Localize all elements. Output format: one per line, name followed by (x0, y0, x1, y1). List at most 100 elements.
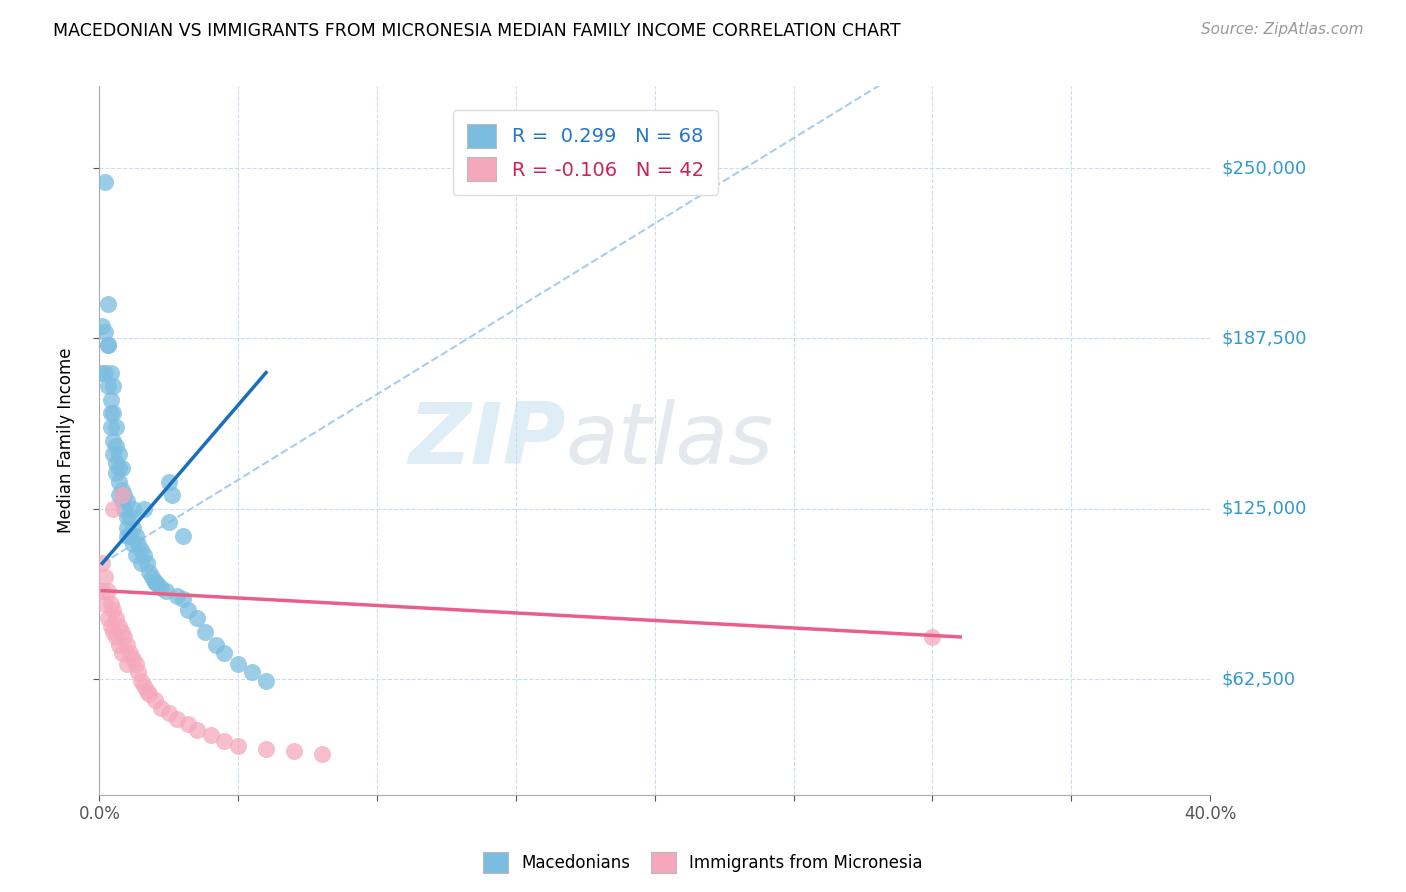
Point (105, 467, 128, 481)
Text: MACEDONIAN VS IMMIGRANTS FROM MICRONESIA MEDIAN FAMILY INCOME CORRELATION CHART: MACEDONIAN VS IMMIGRANTS FROM MICRONESIA… (53, 22, 901, 40)
Point (129, 542, 152, 557)
Point (111, 493, 134, 508)
Point (214, 646, 236, 660)
Point (111, 461, 134, 475)
Point (160, 488, 183, 502)
Text: $125,000: $125,000 (1222, 500, 1306, 518)
Point (94, 175, 117, 189)
Point (91, 557, 114, 571)
Point (105, 439, 128, 453)
Point (254, 673, 277, 688)
Point (97, 338, 120, 352)
Point (111, 488, 134, 502)
Point (94, 325, 117, 339)
Point (94, 570, 117, 584)
Point (111, 646, 134, 660)
Point (94, 597, 117, 611)
Text: $62,500: $62,500 (1222, 670, 1295, 689)
Text: atlas: atlas (565, 400, 773, 483)
Point (921, 630, 943, 644)
Point (121, 537, 143, 551)
Point (124, 548, 146, 562)
Point (177, 717, 200, 731)
Point (124, 657, 146, 672)
Point (94, 366, 117, 380)
Legend: R =  0.299   N = 68, R = -0.106   N = 42: R = 0.299 N = 68, R = -0.106 N = 42 (454, 111, 717, 194)
Point (100, 619, 122, 633)
Point (105, 420, 128, 434)
Point (91, 366, 114, 380)
Point (117, 510, 139, 524)
Point (108, 619, 131, 633)
Text: $187,500: $187,500 (1222, 329, 1306, 348)
Point (108, 488, 131, 502)
Point (141, 570, 163, 584)
Point (100, 420, 122, 434)
Point (97, 611, 120, 625)
Point (103, 624, 125, 639)
Point (111, 483, 134, 497)
Point (103, 379, 125, 393)
Point (108, 461, 131, 475)
Text: $250,000: $250,000 (1222, 159, 1306, 178)
Point (103, 434, 125, 448)
Point (118, 510, 141, 524)
Point (157, 516, 180, 530)
Point (214, 733, 236, 747)
Point (97, 583, 120, 598)
Point (108, 447, 131, 461)
Point (100, 597, 122, 611)
Text: ZIP: ZIP (408, 400, 565, 483)
Point (149, 701, 172, 715)
Point (117, 529, 139, 543)
Point (97, 379, 120, 393)
Point (127, 537, 149, 551)
Y-axis label: Median Family Income: Median Family Income (58, 348, 75, 533)
Point (166, 712, 188, 726)
Legend: Macedonians, Immigrants from Micronesia: Macedonians, Immigrants from Micronesia (477, 846, 929, 880)
Point (105, 456, 128, 470)
Point (118, 646, 141, 660)
Point (117, 638, 139, 652)
Point (100, 392, 122, 407)
Point (114, 501, 136, 516)
Point (129, 673, 152, 688)
Point (114, 488, 136, 502)
Point (177, 603, 200, 617)
Point (283, 744, 305, 758)
Point (103, 407, 125, 421)
Point (121, 521, 143, 535)
Point (121, 652, 143, 666)
Point (97, 338, 120, 352)
Point (226, 657, 249, 672)
Point (132, 679, 155, 693)
Point (117, 657, 139, 672)
Point (172, 529, 194, 543)
Point (138, 565, 160, 579)
Point (114, 630, 136, 644)
Point (226, 739, 249, 753)
Point (103, 603, 125, 617)
Point (127, 665, 149, 680)
Point (205, 638, 228, 652)
Point (103, 501, 125, 516)
Point (155, 583, 177, 598)
Point (111, 624, 134, 639)
Point (186, 611, 208, 625)
Point (157, 706, 180, 721)
Point (149, 581, 172, 595)
Point (135, 557, 157, 571)
Point (143, 575, 166, 590)
Point (105, 630, 128, 644)
Point (117, 493, 139, 508)
Point (91, 583, 114, 598)
Point (118, 529, 141, 543)
Point (124, 529, 146, 543)
Point (166, 589, 188, 603)
Point (143, 575, 166, 590)
Point (254, 741, 277, 756)
Point (105, 611, 128, 625)
Point (117, 521, 139, 535)
Point (103, 447, 125, 461)
Point (157, 475, 180, 489)
